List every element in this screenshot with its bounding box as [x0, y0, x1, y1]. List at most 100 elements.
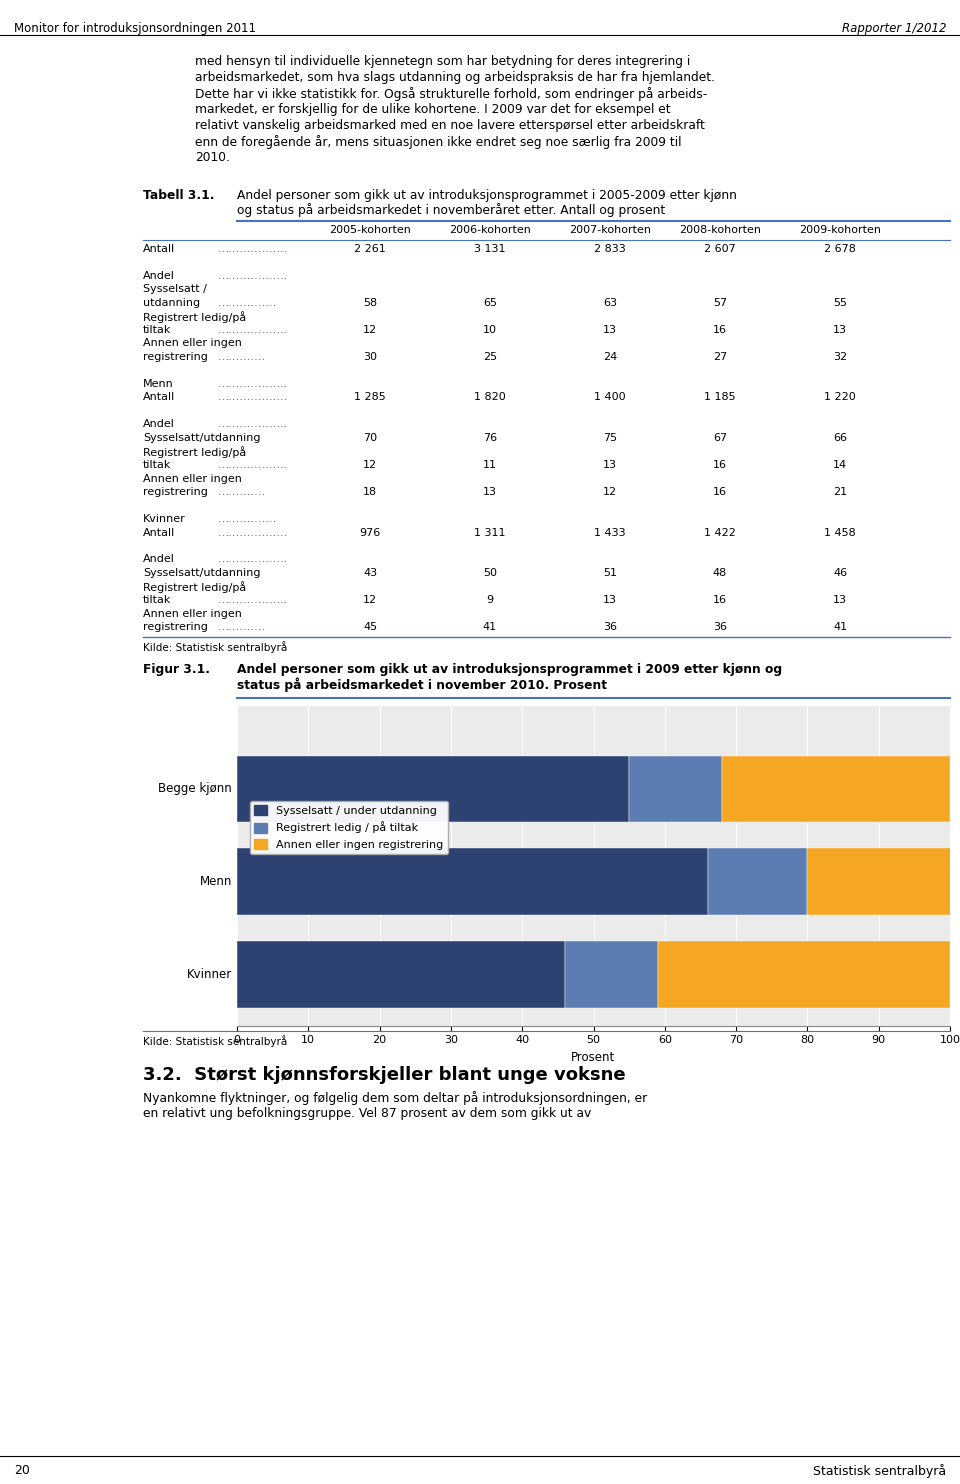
Bar [237, 941, 565, 1008]
Text: 9: 9 [487, 595, 493, 605]
Text: Registrert ledig/på: Registrert ledig/på [143, 312, 247, 324]
Text: Kvinner: Kvinner [143, 513, 185, 524]
Text: 27: 27 [713, 352, 727, 362]
Text: 36: 36 [713, 622, 727, 632]
Text: Antall: Antall [143, 392, 176, 402]
Text: 13: 13 [603, 460, 617, 470]
Text: 12: 12 [603, 487, 617, 497]
Text: Antall: Antall [143, 243, 176, 254]
Text: Annen eller ingen: Annen eller ingen [143, 473, 242, 484]
Text: ……………….: ………………. [218, 325, 288, 335]
Text: 1 285: 1 285 [354, 392, 386, 402]
Text: 57: 57 [713, 298, 727, 309]
Text: Nyankomne flyktninger, og følgelig dem som deltar på introduksjonsordningen, er: Nyankomne flyktninger, og følgelig dem s… [143, 1092, 647, 1106]
Text: 24: 24 [603, 352, 617, 362]
Text: ……………….: ………………. [218, 272, 288, 280]
Text: 11: 11 [483, 460, 497, 470]
Text: 2 261: 2 261 [354, 243, 386, 254]
Text: utdanning: utdanning [143, 298, 200, 309]
Bar [237, 755, 629, 822]
Text: 2007-kohorten: 2007-kohorten [569, 226, 651, 234]
Text: 51: 51 [603, 568, 617, 577]
Text: registrering: registrering [143, 352, 208, 362]
Text: tiltak: tiltak [143, 460, 172, 470]
Text: 1 185: 1 185 [705, 392, 735, 402]
Text: 2 833: 2 833 [594, 243, 626, 254]
Text: ……………….: ………………. [218, 243, 288, 254]
Bar [565, 941, 658, 1008]
Text: Dette har vi ikke statistikk for. Også strukturelle forhold, som endringer på ar: Dette har vi ikke statistikk for. Også s… [195, 88, 708, 101]
Text: Sysselsatt/utdanning: Sysselsatt/utdanning [143, 568, 260, 577]
Text: 36: 36 [603, 622, 617, 632]
Text: 13: 13 [603, 595, 617, 605]
Text: ………….: …………. [218, 622, 266, 632]
Text: 16: 16 [713, 460, 727, 470]
Text: 13: 13 [483, 487, 497, 497]
Text: 12: 12 [363, 595, 377, 605]
Text: Figur 3.1.: Figur 3.1. [143, 663, 210, 677]
Text: 46: 46 [833, 568, 847, 577]
Text: 16: 16 [713, 325, 727, 335]
Text: 76: 76 [483, 433, 497, 444]
Text: Andel: Andel [143, 420, 175, 429]
Bar [722, 755, 950, 822]
Text: 3.2.  Størst kjønnsforskjeller blant unge voksne: 3.2. Størst kjønnsforskjeller blant unge… [143, 1066, 626, 1083]
Text: 1 458: 1 458 [824, 527, 856, 537]
Text: 66: 66 [833, 433, 847, 444]
Bar [237, 849, 708, 916]
Text: enn de foregående år, mens situasjonen ikke endret seg noe særlig fra 2009 til: enn de foregående år, mens situasjonen i… [195, 135, 682, 148]
Text: 3 131: 3 131 [474, 243, 506, 254]
Text: …………….: ……………. [218, 513, 277, 524]
Text: 45: 45 [363, 622, 377, 632]
Text: status på arbeidsmarkedet i november 2010. Prosent: status på arbeidsmarkedet i november 201… [237, 678, 607, 692]
Text: 21: 21 [833, 487, 847, 497]
Text: 65: 65 [483, 298, 497, 309]
Text: ……………….: ………………. [218, 595, 288, 605]
Text: 16: 16 [713, 595, 727, 605]
Text: markedet, er forskjellig for de ulike kohortene. I 2009 var det for eksempel et: markedet, er forskjellig for de ulike ko… [195, 102, 671, 116]
Text: ……………….: ………………. [218, 527, 288, 537]
Text: 43: 43 [363, 568, 377, 577]
Text: 41: 41 [483, 622, 497, 632]
Text: 18: 18 [363, 487, 377, 497]
Text: 16: 16 [713, 487, 727, 497]
Text: 2006-kohorten: 2006-kohorten [449, 226, 531, 234]
Text: Rapporter 1/2012: Rapporter 1/2012 [842, 22, 946, 36]
Text: Tabell 3.1.: Tabell 3.1. [143, 188, 214, 202]
Text: 1 820: 1 820 [474, 392, 506, 402]
Text: Menn: Menn [143, 378, 174, 389]
Text: Antall: Antall [143, 527, 176, 537]
Text: 63: 63 [603, 298, 617, 309]
Text: med hensyn til individuelle kjennetegn som har betydning for deres integrering i: med hensyn til individuelle kjennetegn s… [195, 55, 690, 68]
Text: registrering: registrering [143, 487, 208, 497]
Text: ……………….: ………………. [218, 555, 288, 564]
Text: Kilde: Statistisk sentralbyrå: Kilde: Statistisk sentralbyrå [143, 641, 287, 653]
Text: 50: 50 [483, 568, 497, 577]
Text: 13: 13 [603, 325, 617, 335]
Text: Annen eller ingen: Annen eller ingen [143, 338, 242, 349]
Text: Andel: Andel [143, 555, 175, 564]
Text: 12: 12 [363, 325, 377, 335]
Text: Annen eller ingen: Annen eller ingen [143, 608, 242, 619]
Text: Andel personer som gikk ut av introduksjonsprogrammet i 2009 etter kjønn og: Andel personer som gikk ut av introduksj… [237, 663, 782, 677]
Bar [658, 941, 950, 1008]
Text: arbeidsmarkedet, som hva slags utdanning og arbeidspraksis de har fra hjemlandet: arbeidsmarkedet, som hva slags utdanning… [195, 71, 715, 85]
Text: 13: 13 [833, 325, 847, 335]
Text: relativt vanskelig arbeidsmarked med en noe lavere etterspørsel etter arbeidskra: relativt vanskelig arbeidsmarked med en … [195, 119, 705, 132]
Text: 2005-kohorten: 2005-kohorten [329, 226, 411, 234]
Text: ……………….: ………………. [218, 392, 288, 402]
Bar [708, 849, 807, 916]
Text: ……………….: ………………. [218, 460, 288, 470]
Text: Registrert ledig/på: Registrert ledig/på [143, 447, 247, 459]
Text: 2009-kohorten: 2009-kohorten [799, 226, 881, 234]
Text: tiltak: tiltak [143, 325, 172, 335]
Legend: Sysselsatt / under utdanning, Registrert ledig / på tiltak, Annen eller ingen re: Sysselsatt / under utdanning, Registrert… [250, 801, 448, 855]
Text: 67: 67 [713, 433, 727, 444]
Text: 25: 25 [483, 352, 497, 362]
Text: 1 220: 1 220 [824, 392, 856, 402]
Text: Statistisk sentralbyrå: Statistisk sentralbyrå [813, 1465, 946, 1478]
Text: 12: 12 [363, 460, 377, 470]
Text: 30: 30 [363, 352, 377, 362]
Text: Sysselsatt/utdanning: Sysselsatt/utdanning [143, 433, 260, 444]
Text: Andel: Andel [143, 272, 175, 280]
